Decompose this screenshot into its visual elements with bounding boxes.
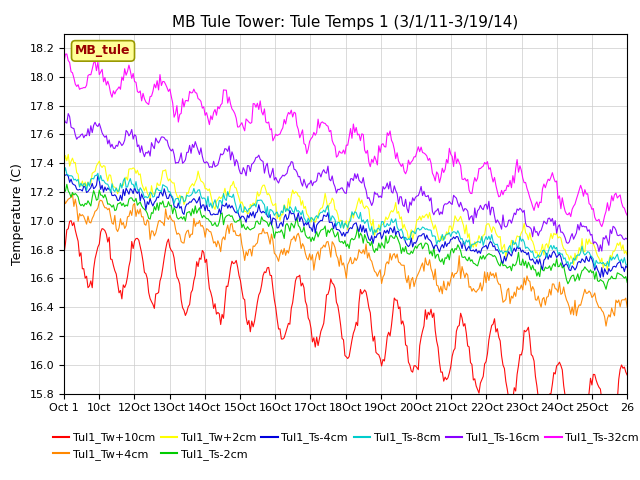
Y-axis label: Temperature (C): Temperature (C) <box>11 163 24 264</box>
Legend: Tul1_Tw+10cm, Tul1_Tw+4cm, Tul1_Tw+2cm, Tul1_Ts-2cm, Tul1_Ts-4cm, Tul1_Ts-8cm, T: Tul1_Tw+10cm, Tul1_Tw+4cm, Tul1_Tw+2cm, … <box>48 428 640 464</box>
Text: MB_tule: MB_tule <box>76 44 131 58</box>
Title: MB Tule Tower: Tule Temps 1 (3/1/11-3/19/14): MB Tule Tower: Tule Temps 1 (3/1/11-3/19… <box>172 15 519 30</box>
